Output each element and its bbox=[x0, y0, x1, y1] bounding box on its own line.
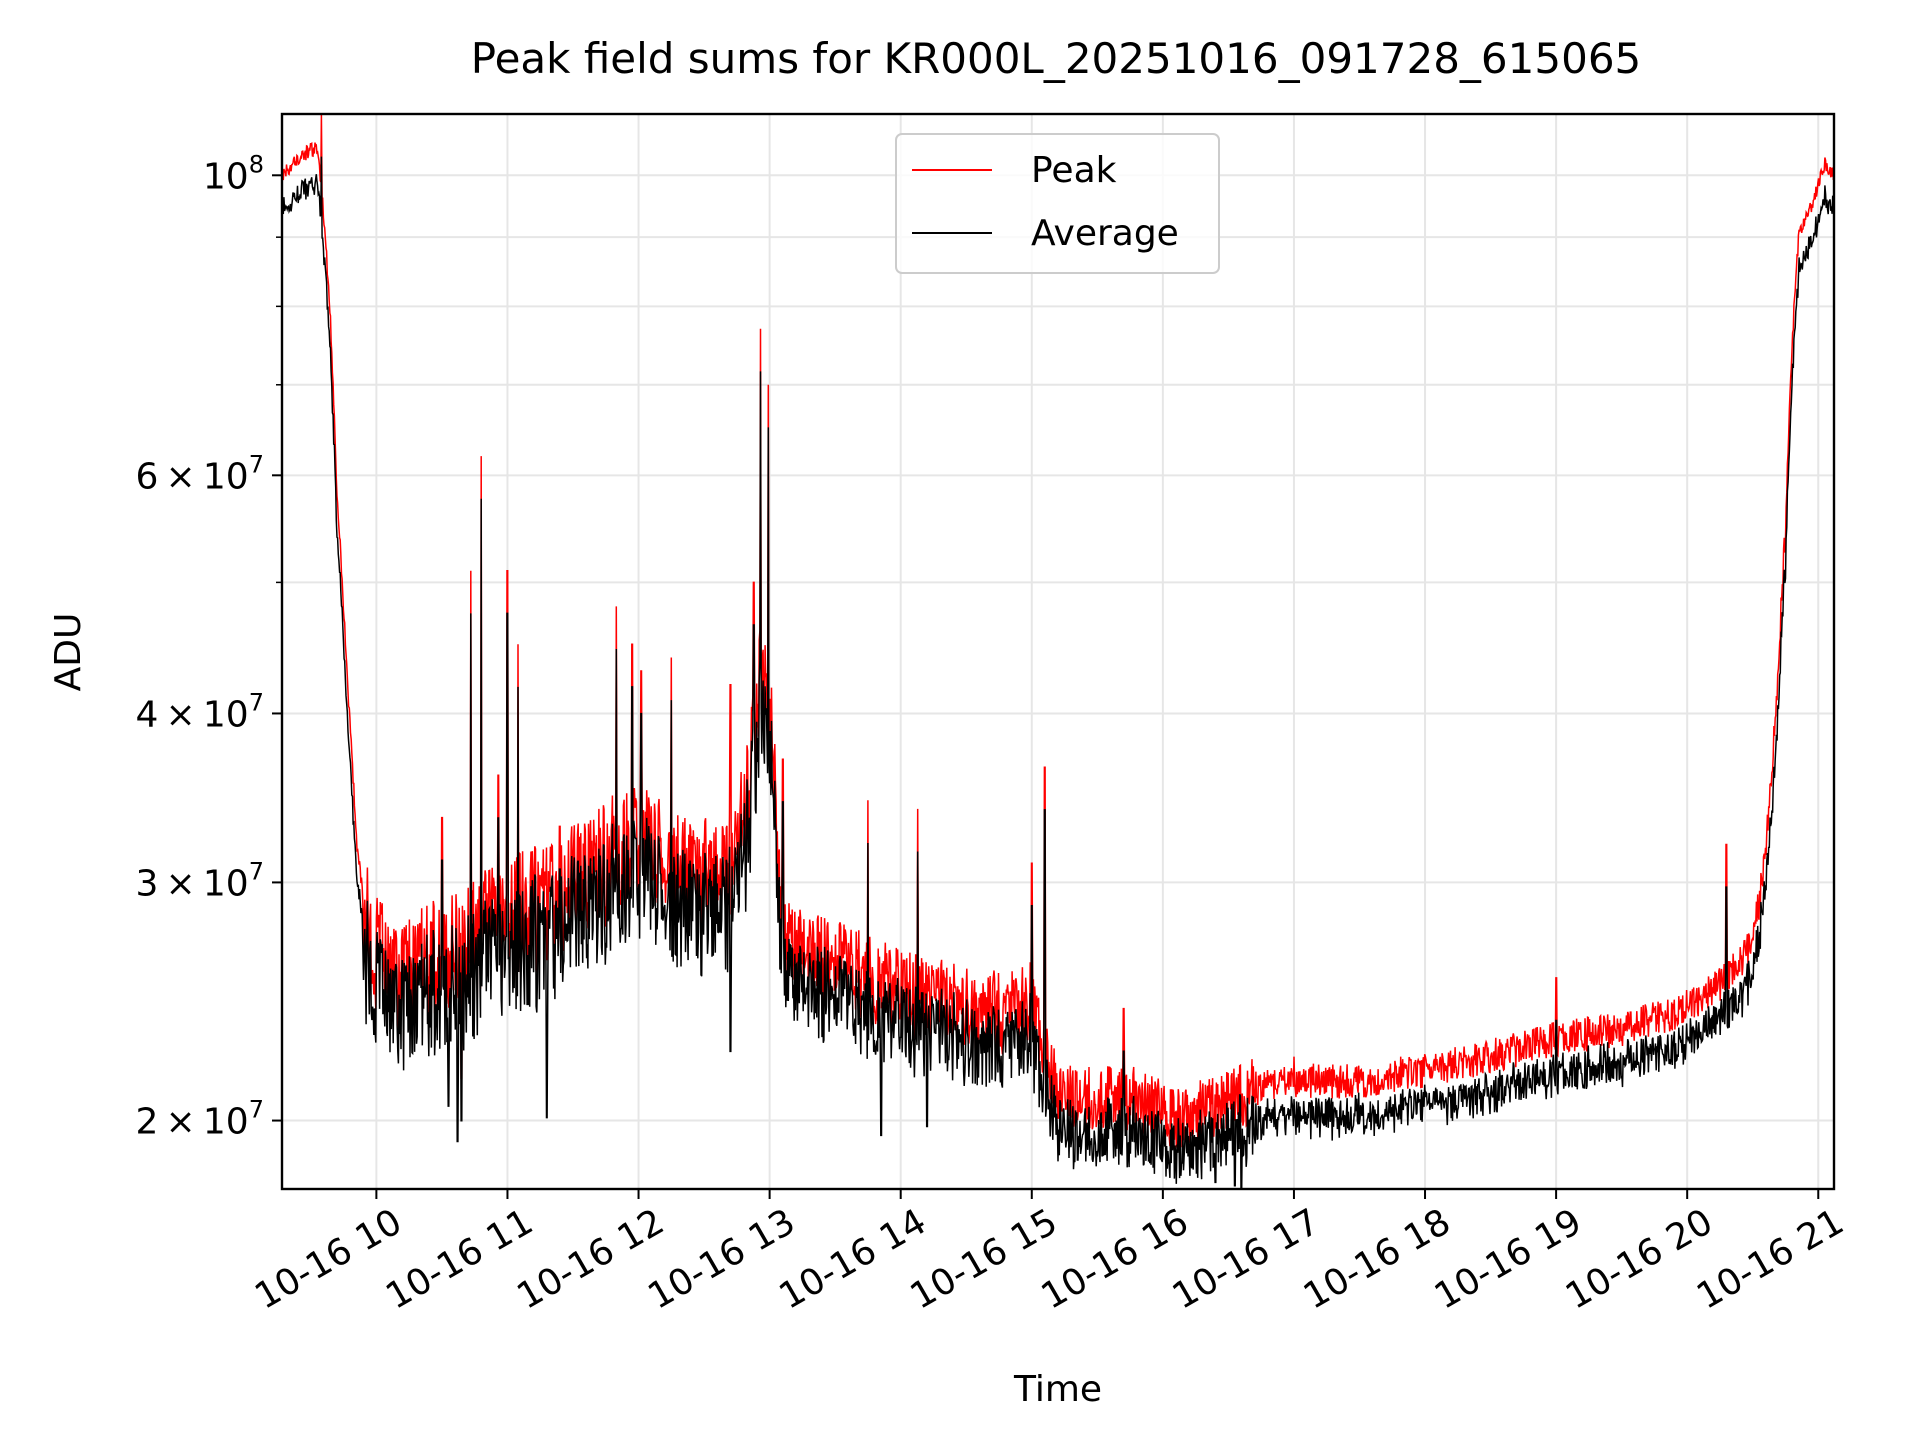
y-tick-label: 3 × 107 bbox=[135, 857, 264, 904]
y-tick-exponent: 7 bbox=[249, 688, 264, 716]
plot-area bbox=[280, 112, 1836, 1191]
y-axis-label: ADU bbox=[48, 613, 89, 692]
y-tick-base: × 10 bbox=[158, 694, 248, 735]
y-tick-exponent: 8 bbox=[249, 150, 264, 178]
legend: Peak Average bbox=[895, 133, 1220, 274]
legend-average-label: Average bbox=[1031, 213, 1179, 254]
x-axis-label: Time bbox=[1013, 1369, 1102, 1410]
y-tick-exponent: 7 bbox=[249, 450, 264, 478]
y-tick-base: × 10 bbox=[158, 1102, 248, 1143]
y-tick-label: 4 × 107 bbox=[135, 688, 264, 735]
y-tick-exponent: 7 bbox=[249, 857, 264, 885]
y-tick-mantissa: 3 bbox=[135, 863, 158, 904]
y-tick-base: × 10 bbox=[158, 456, 248, 497]
y-tick-exponent: 7 bbox=[249, 1096, 264, 1124]
chart-title: Peak field sums for KR000L_20251016_0917… bbox=[471, 34, 1642, 83]
series-average-line bbox=[282, 156, 1834, 1189]
legend-peak-label: Peak bbox=[1031, 150, 1117, 191]
y-tick-base: × 10 bbox=[158, 863, 248, 904]
y-tick-mantissa: 6 bbox=[135, 456, 158, 497]
y-tick-mantissa: 4 bbox=[135, 694, 158, 735]
y-tick-label: 2 × 107 bbox=[135, 1096, 264, 1143]
series-peak-line bbox=[282, 114, 1834, 1149]
y-tick-label: 6 × 107 bbox=[135, 450, 264, 497]
legend-box bbox=[895, 133, 1220, 274]
y-tick-base: 10 bbox=[203, 156, 249, 197]
y-tick-mantissa: 2 bbox=[135, 1102, 158, 1143]
y-tick-label: 108 bbox=[203, 150, 264, 197]
series-layer bbox=[282, 114, 1834, 1189]
grid bbox=[282, 114, 1834, 1189]
